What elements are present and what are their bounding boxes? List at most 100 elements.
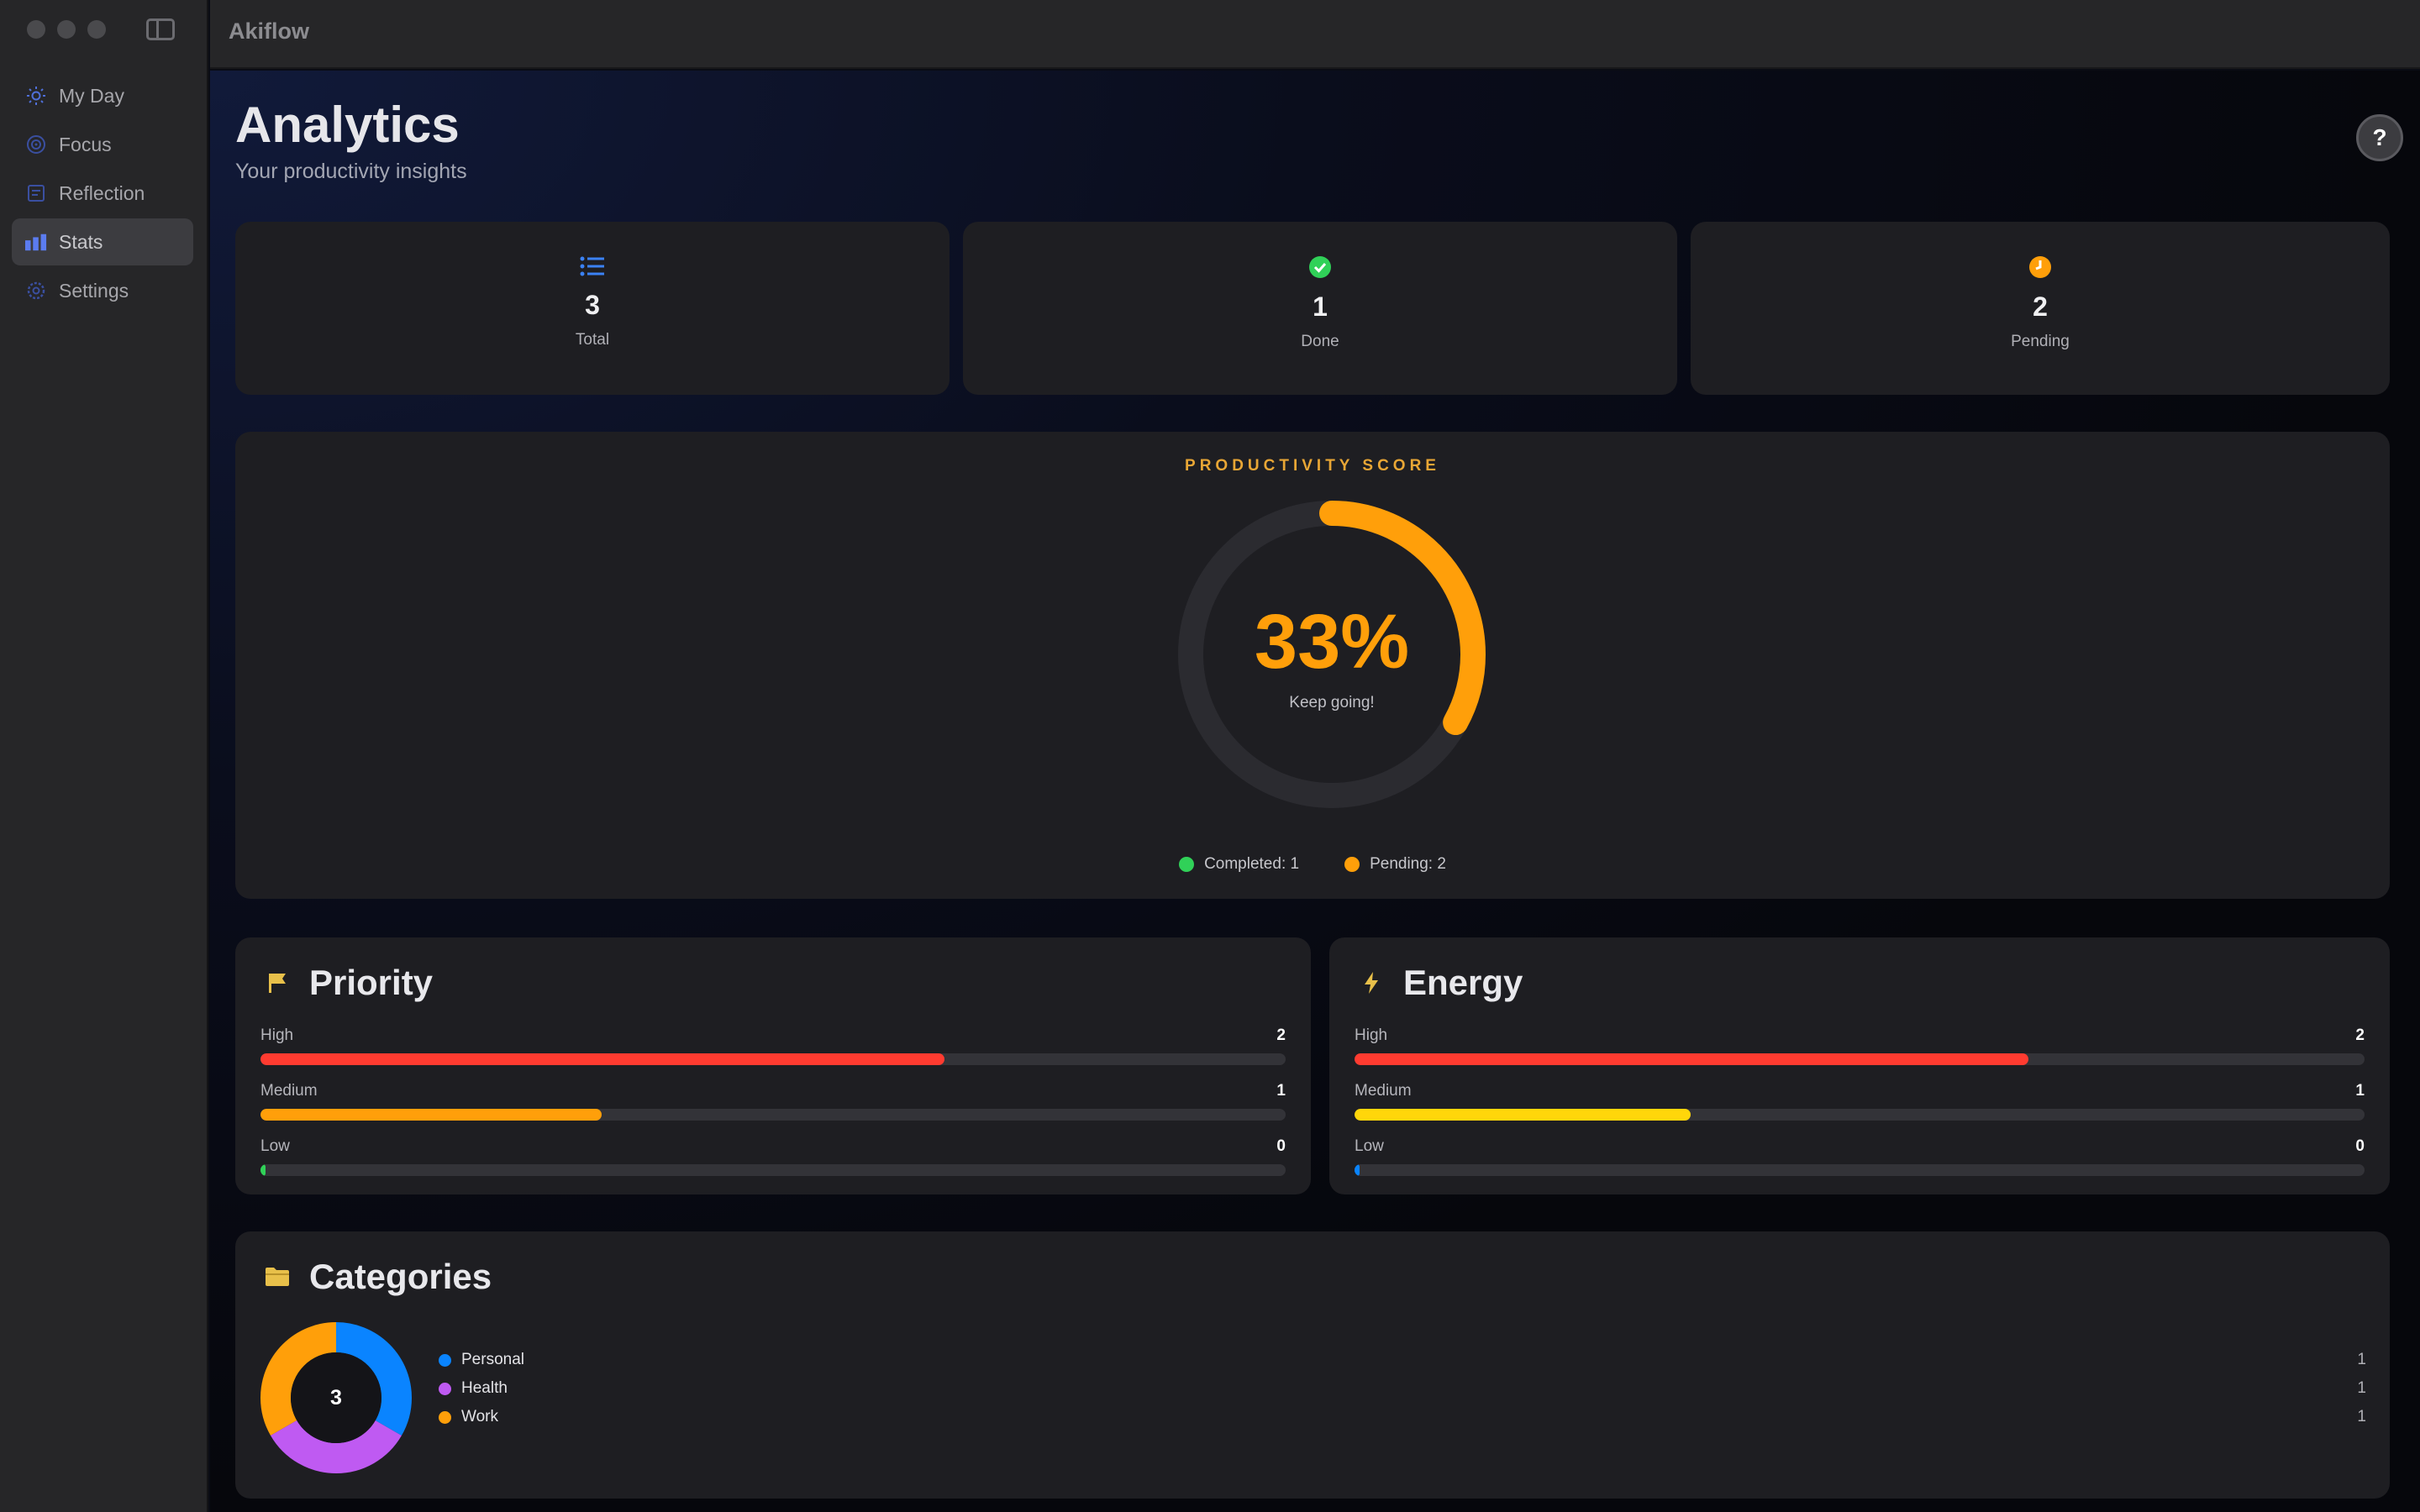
score-message: Keep going! [1289, 694, 1375, 711]
categories-title: Categories [309, 1257, 492, 1296]
window-controls [27, 20, 106, 39]
priority-row-high: High 2 [260, 1026, 1286, 1065]
category-label: Health [461, 1379, 508, 1397]
category-label: Work [461, 1408, 498, 1425]
blue-dot-icon [439, 1353, 451, 1367]
category-row-health: Health 1 [439, 1374, 2366, 1403]
energy-row-low: Low 0 [1355, 1137, 2365, 1176]
donut-hole [291, 1352, 381, 1443]
stat-value: 1 [1313, 291, 1328, 322]
priority-card: Priority High 2 Medium 1 Low 0 [235, 937, 1311, 1194]
donut-slice-work [260, 1322, 412, 1473]
stat-label: Total [575, 331, 610, 349]
sun-icon [25, 85, 47, 107]
check-circle-icon [1308, 255, 1332, 283]
bar-label: High [1355, 1026, 1388, 1044]
stat-card-done: 1 Done [963, 222, 1677, 395]
purple-dot-icon [439, 1382, 451, 1395]
bar-track [260, 1053, 1286, 1065]
list-icon [580, 255, 605, 281]
category-count: 1 [2357, 1351, 2366, 1368]
category-count: 1 [2357, 1408, 2366, 1425]
bar-count: 2 [2355, 1026, 2365, 1044]
bar-track [260, 1164, 1286, 1176]
sidebar-item-label: Reflection [59, 181, 145, 204]
flag-icon [260, 966, 294, 1000]
sidebar-item-label: My Day [59, 84, 124, 107]
bar-fill [260, 1109, 602, 1121]
bar-label: Medium [260, 1082, 318, 1100]
bar-track [1355, 1109, 2365, 1121]
category-count: 1 [2357, 1379, 2366, 1397]
legend-pending-label: Pending: 2 [1370, 855, 1446, 873]
bar-chart-icon [25, 231, 47, 253]
main-content: Analytics Your productivity insights ? 3… [210, 71, 2420, 1512]
stat-value: 2 [2033, 291, 2048, 322]
productivity-score-card: PRODUCTIVITY SCORE 33% Keep going! Compl… [235, 432, 2390, 899]
stat-card-total: 3 Total [235, 222, 950, 395]
sidebar-item-label: Focus [59, 133, 112, 155]
sidebar-item-my-day[interactable]: My Day [12, 72, 193, 119]
bar-fill [260, 1053, 944, 1065]
target-icon [25, 134, 47, 155]
energy-card: Energy High 2 Medium 1 Low 0 [1329, 937, 2390, 1194]
bar-track [1355, 1053, 2365, 1065]
sidebar-item-reflection[interactable]: Reflection [12, 170, 193, 217]
bar-count: 0 [2355, 1137, 2365, 1155]
orange-dot-icon [439, 1410, 451, 1424]
score-value: 33% [1254, 599, 1410, 685]
sidebar-toggle-icon[interactable] [146, 18, 175, 40]
green-dot-icon [1179, 857, 1195, 872]
bar-fill [1355, 1053, 2028, 1065]
bar-label: High [260, 1026, 294, 1044]
zoom-window-button[interactable] [87, 20, 106, 39]
page-title: Analytics [235, 97, 460, 153]
category-row-work: Work 1 [439, 1403, 2366, 1431]
score-legend: Completed: 1 Pending: 2 [235, 855, 2390, 874]
folder-icon [260, 1260, 294, 1294]
bolt-icon [1355, 966, 1388, 1000]
bar-label: Low [260, 1137, 290, 1155]
bar-fill [260, 1164, 266, 1176]
sidebar-item-stats[interactable]: Stats [12, 218, 193, 265]
page-subtitle: Your productivity insights [235, 160, 467, 183]
legend-completed-label: Completed: 1 [1204, 855, 1300, 873]
minimize-window-button[interactable] [57, 20, 76, 39]
bar-track [1355, 1164, 2365, 1176]
stat-label: Pending [2011, 333, 2070, 350]
category-label: Personal [461, 1351, 524, 1368]
energy-row-high: High 2 [1355, 1026, 2365, 1065]
close-window-button[interactable] [27, 20, 45, 39]
priority-row-medium: Medium 1 [260, 1082, 1286, 1121]
bar-fill [1355, 1109, 1691, 1121]
title-bar: Akiflow [210, 0, 2420, 69]
help-button[interactable]: ? [2356, 114, 2403, 161]
stat-card-pending: 2 Pending [1691, 222, 2390, 395]
category-row-personal: Personal 1 [439, 1346, 2366, 1374]
stat-label: Done [1301, 333, 1339, 350]
bar-count: 1 [1276, 1082, 1286, 1100]
donut-slice-health [260, 1322, 412, 1473]
sidebar-item-focus[interactable]: Focus [12, 121, 193, 168]
priority-title: Priority [309, 963, 434, 1002]
bar-label: Low [1355, 1137, 1384, 1155]
sidebar-item-label: Stats [59, 230, 103, 253]
sidebar: My Day Focus Reflection Stats Settings [0, 0, 208, 1512]
bar-track [260, 1109, 1286, 1121]
bar-count: 1 [2355, 1082, 2365, 1100]
categories-list: Personal 1 Health 1 Work 1 [439, 1346, 2366, 1431]
bar-label: Medium [1355, 1082, 1412, 1100]
bar-count: 0 [1276, 1137, 1286, 1155]
legend-pending: Pending: 2 [1344, 855, 1446, 874]
categories-card: Categories 3 Personal 1 Health 1 Work 1 [235, 1231, 2390, 1499]
energy-title: Energy [1403, 963, 1523, 1002]
categories-donut: 3 [259, 1320, 413, 1475]
gauge-progress-arc [1178, 501, 1486, 808]
app-title: Akiflow [229, 18, 310, 44]
bar-count: 2 [1276, 1026, 1286, 1044]
donut-total: 3 [330, 1385, 342, 1410]
sidebar-item-settings[interactable]: Settings [12, 267, 193, 314]
bar-fill [1355, 1164, 1360, 1176]
journal-icon [25, 182, 47, 204]
score-gauge: 33% Keep going! [1176, 499, 1487, 810]
